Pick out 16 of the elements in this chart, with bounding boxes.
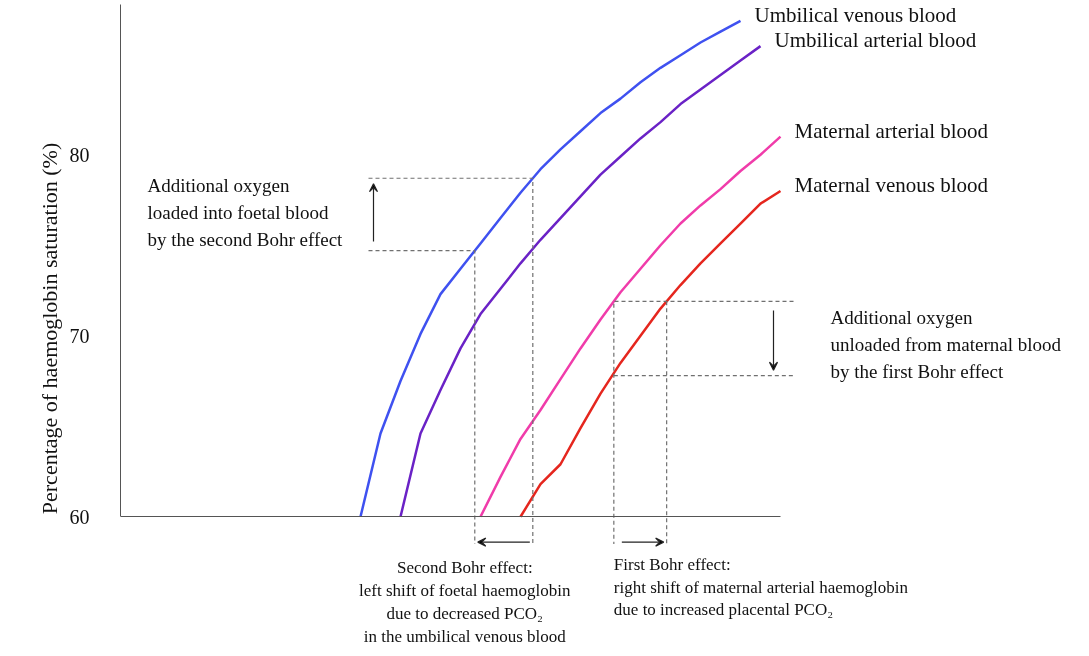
series-label: Umbilical venous blood — [754, 2, 957, 27]
line-series — [359, 19, 742, 518]
y-tick-label: 60 — [69, 505, 90, 528]
y-axis-title: Percentage of haemoglobin saturation (%) — [36, 142, 62, 515]
line-series — [519, 189, 782, 518]
y-tick-label: 80 — [69, 143, 90, 166]
line-series — [399, 44, 762, 518]
series-label: Maternal venous blood — [794, 172, 989, 197]
y-tick-label: 70 — [69, 324, 90, 347]
text: First Bohr effect: right shift of maternal arterial haemoglobin due to increased placental PCO₂ — [613, 554, 909, 620]
series-label: Umbilical arterial blood — [774, 28, 977, 53]
line-series — [479, 135, 782, 518]
series-label: Maternal arterial blood — [794, 118, 989, 143]
ref-line-label: Additional oxygen unloaded from maternal blood by the first Bohr effect — [830, 306, 1062, 383]
text: Second Bohr effect: left shift of foetal haemoglobin due to decreased PCO₂ in the umbilical venous blood — [359, 558, 572, 646]
ref-line-label: Additional oxygen loaded into foetal blood by the second Bohr effect — [147, 174, 344, 251]
